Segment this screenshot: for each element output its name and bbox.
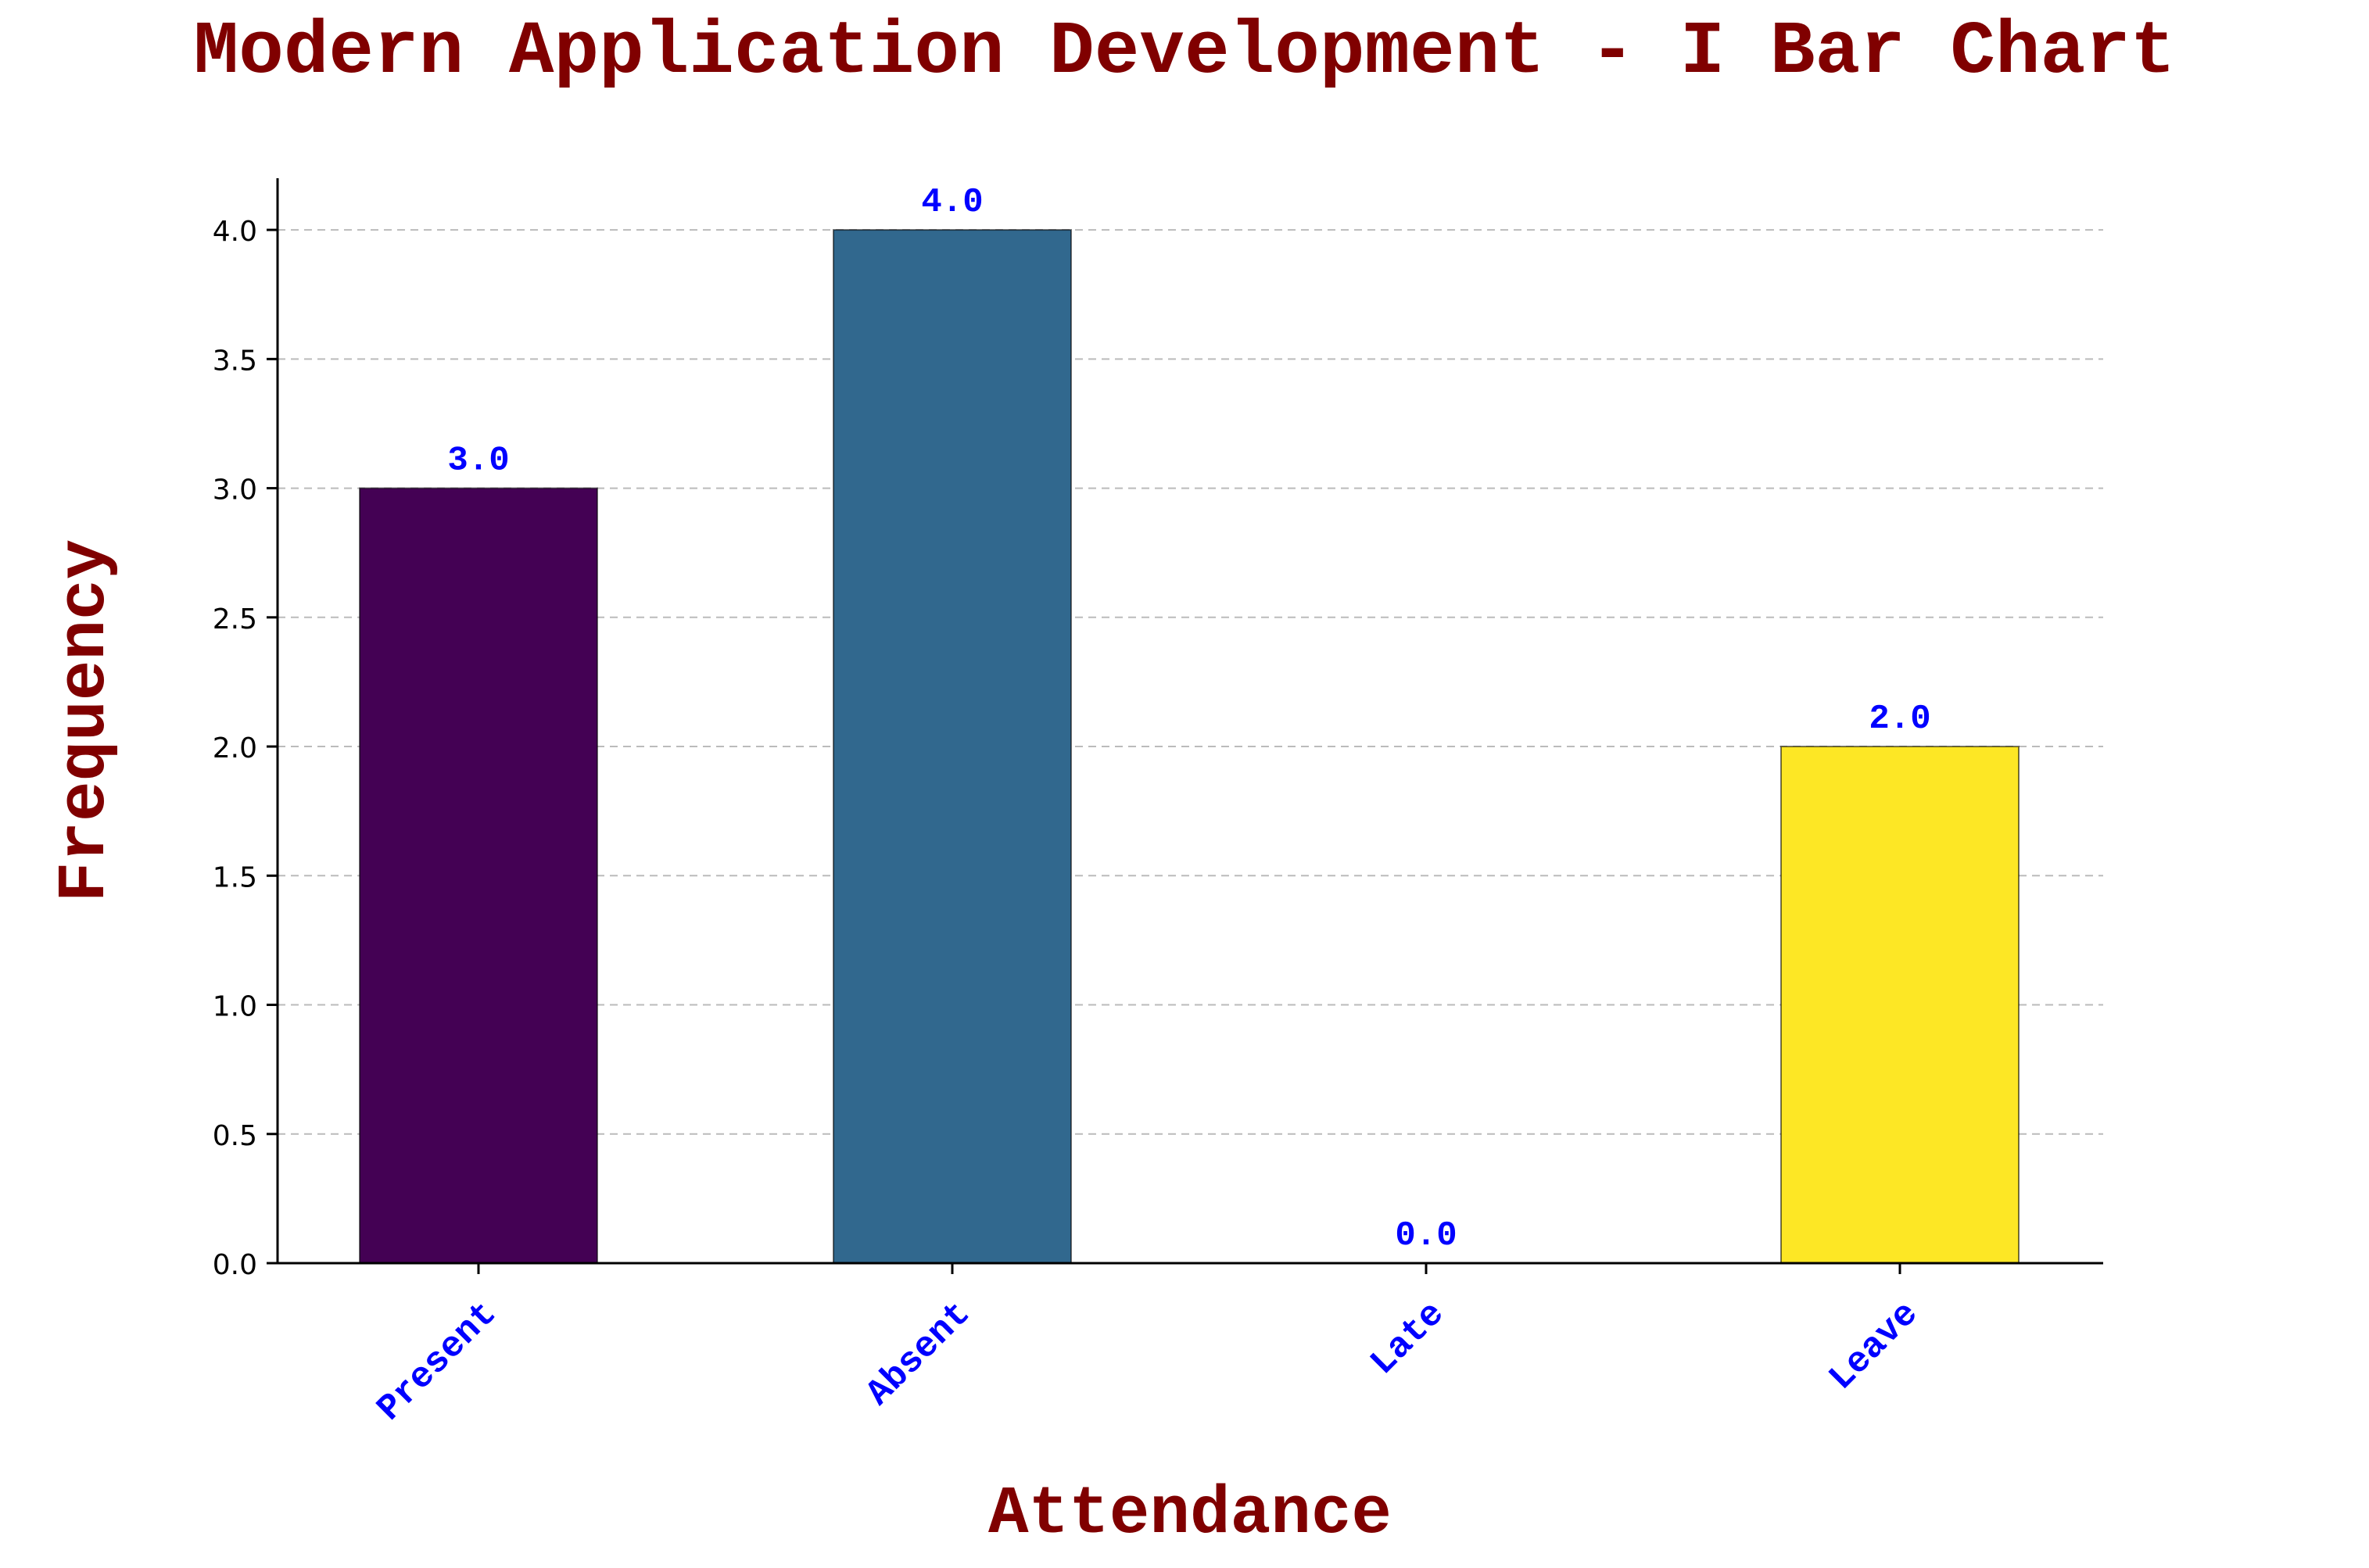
bar-value-label: 3.0 xyxy=(447,442,509,481)
bar-value-label: 2.0 xyxy=(1869,700,1930,739)
y-tick-label: 0.0 xyxy=(213,1249,257,1281)
bar-value-label: 0.0 xyxy=(1395,1216,1457,1255)
bar-value-label: 4.0 xyxy=(921,183,983,222)
y-tick-label: 0.5 xyxy=(213,1120,257,1152)
y-tick-label: 1.0 xyxy=(213,991,257,1023)
y-tick-label: 3.5 xyxy=(213,345,257,377)
y-tick-label: 1.5 xyxy=(213,861,257,893)
y-tick-label: 3.0 xyxy=(213,474,257,507)
chart-title: Modern Application Development - I Bar C… xyxy=(194,9,2176,95)
value-labels: 3.0 4.0 0.0 2.0 xyxy=(447,183,1930,1255)
bar-present xyxy=(359,487,598,1264)
y-ticks: 0.0 0.5 1.0 1.5 2.0 2.5 3.0 3.5 4.0 xyxy=(213,216,278,1281)
bar-absent xyxy=(833,229,1072,1265)
y-tick-label: 4.0 xyxy=(213,216,257,248)
y-axis-label: Frequency xyxy=(47,539,124,902)
bar-leave xyxy=(1780,746,2020,1264)
y-tick-label: 2.0 xyxy=(213,732,257,764)
x-axis-label: Attendance xyxy=(988,1476,1392,1552)
y-tick-label: 2.5 xyxy=(213,603,257,635)
bars xyxy=(359,229,2020,1265)
